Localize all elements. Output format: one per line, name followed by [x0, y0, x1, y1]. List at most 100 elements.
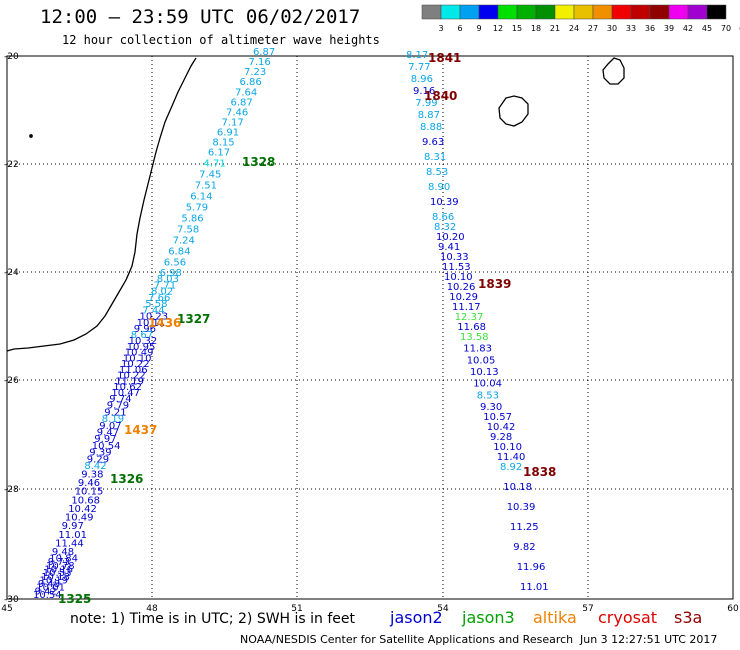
wave-height-value: 9.97: [94, 434, 116, 445]
pass-time-label: 1838: [523, 465, 556, 479]
footer-timestamp: Jun 3 12:27:51 UTC 2017: [580, 633, 718, 646]
footer-note: note: 1) Time is in UTC; 2) SWH is in fe…: [70, 611, 356, 627]
wave-height-value: 13.58: [460, 332, 489, 343]
wave-height-value: 10.20: [436, 232, 465, 243]
wave-height-value: 6.87: [231, 97, 253, 108]
track-east: 8.177.778.969.167.998.878.88 9.63 8.31 8.53…: [406, 50, 549, 593]
scale-label: 6: [457, 24, 462, 33]
longitude-label: 57: [582, 604, 593, 614]
wave-height-value: 9.16: [413, 86, 435, 97]
scale-label: 70: [721, 24, 731, 33]
wave-height-value: 8.53: [426, 167, 448, 178]
wave-height-value: 6.87: [253, 47, 275, 58]
longitude-label: 54: [437, 604, 449, 614]
wave-height-value: 7.45: [199, 169, 221, 180]
coastline: [6, 57, 625, 352]
wave-height-value: 10.84: [49, 554, 78, 565]
scale-label: 39: [664, 24, 674, 33]
wave-height-value: 5.79: [186, 202, 208, 213]
wave-height-value: 10.23: [140, 312, 169, 323]
scale-label: 33: [626, 24, 636, 33]
page-subtitle: 12 hour collection of altimeter wave hei…: [62, 33, 380, 47]
scale-label: 45: [702, 24, 712, 33]
wave-height-value: 10.19: [40, 575, 69, 586]
scale-box: [573, 4, 594, 20]
legend-s3a: s3a: [674, 608, 703, 627]
reunion-coast: [498, 95, 529, 127]
scale-label: 30: [607, 24, 617, 33]
wave-height-value: 10.10: [123, 353, 152, 364]
wave-height-value: 7.24: [173, 236, 195, 247]
wave-height-value: 7.23: [244, 67, 266, 78]
scale-box: [478, 4, 499, 20]
wave-height-value: 10.49: [65, 513, 94, 524]
scale-box: [459, 4, 480, 20]
wave-height-value: 9.28: [490, 432, 512, 443]
wave-height-value: 9.07: [99, 421, 121, 432]
wave-height-value: 5.58: [145, 299, 167, 310]
wave-height-value: 6.17: [208, 148, 230, 159]
wave-height-value: 11.53: [442, 262, 471, 273]
wave-height-value: 10.22: [117, 371, 146, 382]
wave-height-value: 11.40: [497, 452, 526, 463]
wave-height-value: 10.33: [440, 252, 469, 263]
wave-height-value: 8.17: [406, 50, 428, 61]
pass-time-label: 1841: [428, 51, 461, 65]
scale-label: 9: [476, 24, 481, 33]
wave-height-value: 8.19: [102, 414, 124, 425]
scale-label: 24: [569, 24, 579, 33]
wave-height-value: 10.78: [46, 561, 75, 572]
wave-height-value: 10.04: [473, 379, 502, 390]
wave-height-value: 11.01: [58, 530, 87, 541]
wave-height-value: 8.96: [411, 74, 433, 85]
scale-box: [535, 4, 556, 20]
pass-time-label: 1436: [148, 316, 181, 330]
wave-height-value: 8.42: [84, 461, 106, 472]
wave-height-value: 10.42: [68, 504, 97, 515]
scale-box: [421, 4, 442, 20]
wave-height-value: 11.25: [510, 522, 539, 533]
wave-height-value: 8.32: [434, 222, 456, 233]
wave-height-value: 7.46: [226, 107, 248, 118]
longitude-label: 60: [727, 604, 739, 614]
wave-height-value: 7.16: [249, 57, 271, 68]
wave-height-value: 10.39: [430, 197, 459, 208]
wave-height-value: 9.47: [97, 428, 119, 439]
legend-jason3: jason3: [462, 608, 515, 627]
wave-height-value: 10.32: [129, 336, 158, 347]
wave-height-value: 9.79: [107, 401, 129, 412]
wave-height-value: 11.83: [463, 344, 492, 355]
legend-jason2: jason2: [390, 608, 443, 627]
wave-height-value: 11.68: [457, 322, 486, 333]
wave-height-value: 6.84: [168, 247, 190, 258]
scale-label: 18: [531, 24, 541, 33]
wave-height-value: 11.06: [119, 365, 148, 376]
wave-height-value: 11.17: [452, 302, 481, 313]
latitude-labels: -20 -22 -24 -26 -28 -30: [4, 52, 19, 605]
track-layer: 6.877.167.236.867.646.877.467.176.918.15…: [33, 47, 549, 601]
latitude-label: -22: [4, 160, 19, 170]
wave-height-value: 10.54: [33, 590, 62, 601]
wave-height-value: 6.86: [240, 77, 262, 88]
color-scale: [421, 4, 727, 20]
scale-label: 3: [438, 24, 443, 33]
wave-height-value: 9.48: [38, 579, 60, 590]
scale-label: 21: [550, 24, 560, 33]
wave-height-value: 10.10: [444, 272, 473, 283]
madagascar-coast: [6, 57, 197, 352]
wave-height-value: 9.73: [48, 557, 70, 568]
legend-altika: altika: [533, 608, 577, 627]
wave-height-value: 8.90: [428, 182, 450, 193]
wave-height-value: 11.44: [55, 538, 84, 549]
wave-height-value: 11.01: [520, 582, 549, 593]
wave-height-value: 10.10: [493, 442, 522, 453]
wave-height-value: 10.68: [71, 495, 100, 506]
wave-height-value: 8.66: [432, 212, 454, 223]
wave-height-value: 12.37: [455, 312, 484, 323]
wave-height-value: 10.26: [447, 282, 476, 293]
pass-time-label: 1437: [124, 423, 157, 437]
footer-credit: NOAA/NESDIS Center for Satellite Applica…: [240, 633, 574, 646]
wave-height-value: 10.29: [449, 292, 478, 303]
wave-height-value: 7.71: [154, 280, 176, 291]
